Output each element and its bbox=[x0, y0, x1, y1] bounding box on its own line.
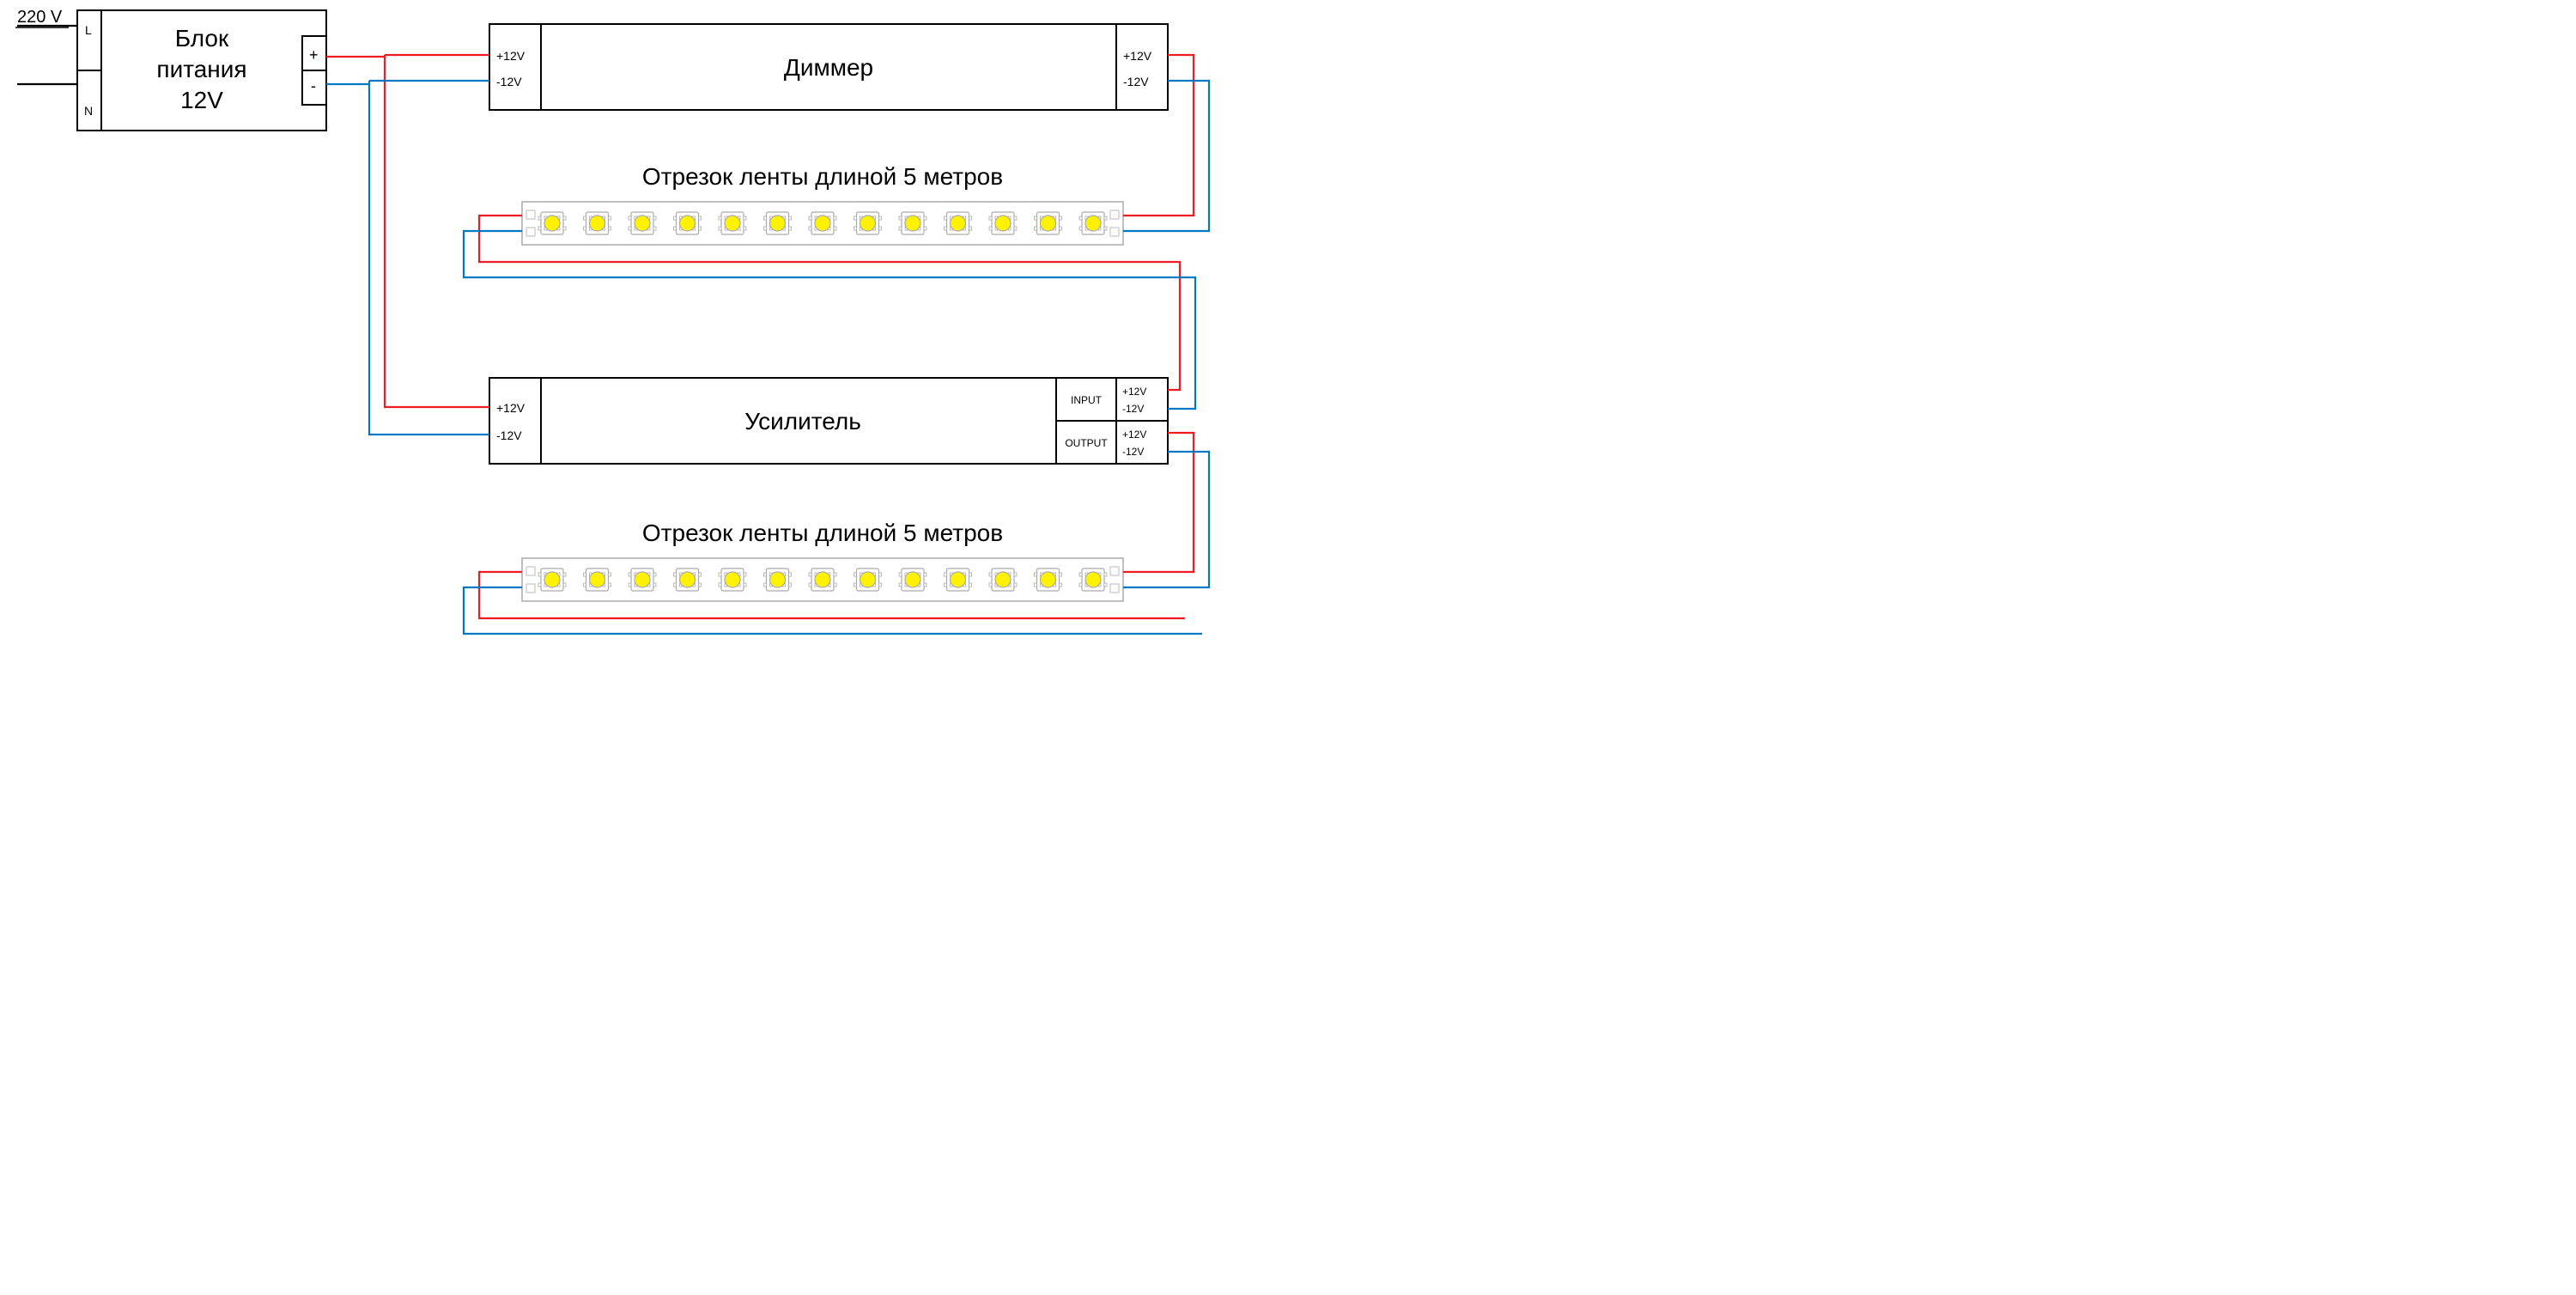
psu-label-3: 12V bbox=[180, 87, 223, 113]
psu-minus: - bbox=[311, 77, 316, 94]
mains-label: 220 V bbox=[17, 8, 63, 27]
dimmer-title: Диммер bbox=[784, 54, 873, 81]
amp-out-plus: +12V bbox=[1122, 429, 1146, 441]
amp-pwr-minus: -12V bbox=[496, 429, 522, 442]
psu-terminal-N: N bbox=[84, 104, 93, 118]
amp-in-plus: +12V bbox=[1122, 386, 1146, 398]
amp-pwr-plus: +12V bbox=[496, 401, 526, 415]
led-strip-1-title: Отрезок ленты длиной 5 метров bbox=[642, 163, 1003, 190]
led-strip-2-title: Отрезок ленты длиной 5 метров bbox=[642, 520, 1003, 546]
amp-input-label: INPUT bbox=[1071, 394, 1103, 406]
psu-plus: + bbox=[309, 46, 319, 64]
psu-label-1: Блок bbox=[175, 25, 229, 52]
amp-in-minus: -12V bbox=[1122, 403, 1144, 415]
dimmer-in-minus: -12V bbox=[496, 75, 522, 88]
amp-output-label: OUTPUT bbox=[1065, 437, 1108, 449]
psu-terminal-L: L bbox=[85, 23, 92, 37]
psu-label-2: питания bbox=[156, 56, 246, 82]
amp-out-minus: -12V bbox=[1122, 446, 1144, 458]
dimmer-in-plus: +12V bbox=[496, 49, 526, 63]
amp-title: Усилитель bbox=[744, 408, 861, 435]
dimmer-out-minus: -12V bbox=[1123, 75, 1149, 88]
dimmer-out-plus: +12V bbox=[1123, 49, 1152, 63]
